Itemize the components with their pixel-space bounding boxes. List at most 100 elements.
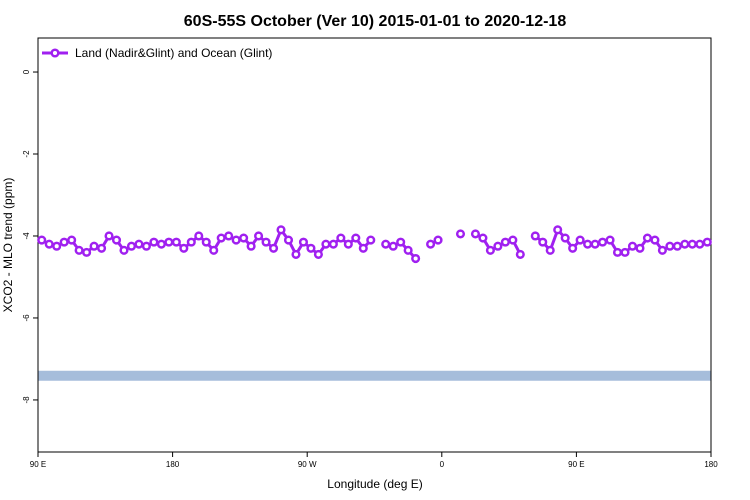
data-point [351,233,361,243]
data-point [209,245,219,255]
data-point [59,237,69,247]
data-point [665,241,675,251]
data-point [44,239,54,249]
y-tick-label: -2 [22,150,31,158]
data-point [276,225,286,235]
data-point [239,233,249,243]
data-point [283,235,294,245]
data-point [612,247,623,257]
data-point [500,237,510,247]
data-point [545,245,555,255]
data-point [620,247,630,257]
data-point [560,233,570,243]
data-point [343,239,353,249]
data-point [216,233,226,243]
data-point [627,241,638,251]
data-point [508,235,518,245]
data-point [261,237,271,247]
x-tick-label: 90 W [298,460,317,469]
x-axis-label: Longitude (deg E) [327,477,422,491]
data-point [246,241,256,251]
data-point [672,241,682,251]
data-point [575,235,585,245]
data-point [321,239,331,249]
data-point [179,243,189,253]
y-tick-label: -8 [22,396,31,404]
y-tick-label: -4 [22,232,31,240]
data-point [358,243,368,253]
data-point [583,239,593,249]
data-point [201,237,211,247]
data-point [493,241,503,251]
data-point [67,235,77,245]
data-point [538,237,548,247]
data-point [568,243,578,253]
data-point [52,241,62,251]
data-point [455,229,466,239]
legend-marker [50,48,60,58]
data-point [74,245,84,255]
data-point [403,245,413,255]
x-tick-label: 180 [704,460,718,469]
data-point [89,241,99,251]
plot-frame [37,37,712,453]
data-point [104,231,114,241]
data-point [396,237,406,247]
data-point [680,239,690,249]
data-point [605,235,615,245]
data-point [590,239,600,249]
data-point [695,239,705,249]
data-point [388,241,398,251]
data-point [650,235,660,245]
data-point [426,239,436,249]
data-point [224,231,234,241]
y-axis-label: XCO2 - MLO trend (ppm) [1,178,15,313]
data-point [306,243,316,253]
data-point [37,235,47,245]
data-point [141,241,151,251]
data-point [366,235,376,245]
data-point [657,245,667,255]
y-tick-label: -6 [22,314,31,322]
x-tick-label: 180 [166,460,180,469]
data-point [485,245,495,255]
data-point [411,253,421,264]
x-tick-label: 90 E [568,460,584,469]
data-point [702,237,712,247]
data-point [111,235,122,245]
data-point [328,239,338,249]
data-point [149,237,159,247]
chart-title: 60S-55S October (Ver 10) 2015-01-01 to 2… [184,13,567,30]
data-point [156,239,166,249]
data-point [470,229,481,239]
data-point [642,233,652,243]
data-point [336,233,346,243]
data-point [298,237,309,247]
data-point [134,239,144,249]
data-point [231,235,241,245]
x-tick-label: 0 [440,460,445,469]
data-point [433,235,443,245]
data-point [186,237,196,247]
data-point [82,247,92,257]
data-point [164,237,174,247]
data-point [254,231,264,241]
data-point [313,249,323,259]
data-point [194,231,204,241]
y-tick-label: 0 [22,69,31,74]
data-point [269,243,279,253]
data-point [478,233,488,243]
data-point [381,239,391,249]
data-point [635,243,645,253]
data-point [291,249,301,259]
data-point [553,225,563,235]
data-point [126,241,137,251]
data-point [119,245,129,255]
reference-band [38,370,711,381]
data-point [515,249,525,259]
legend-label: Land (Nadir&Glint) and Ocean (Glint) [75,46,272,60]
data-point [171,237,181,247]
x-tick-label: 90 E [30,460,46,469]
data-point [687,239,697,249]
